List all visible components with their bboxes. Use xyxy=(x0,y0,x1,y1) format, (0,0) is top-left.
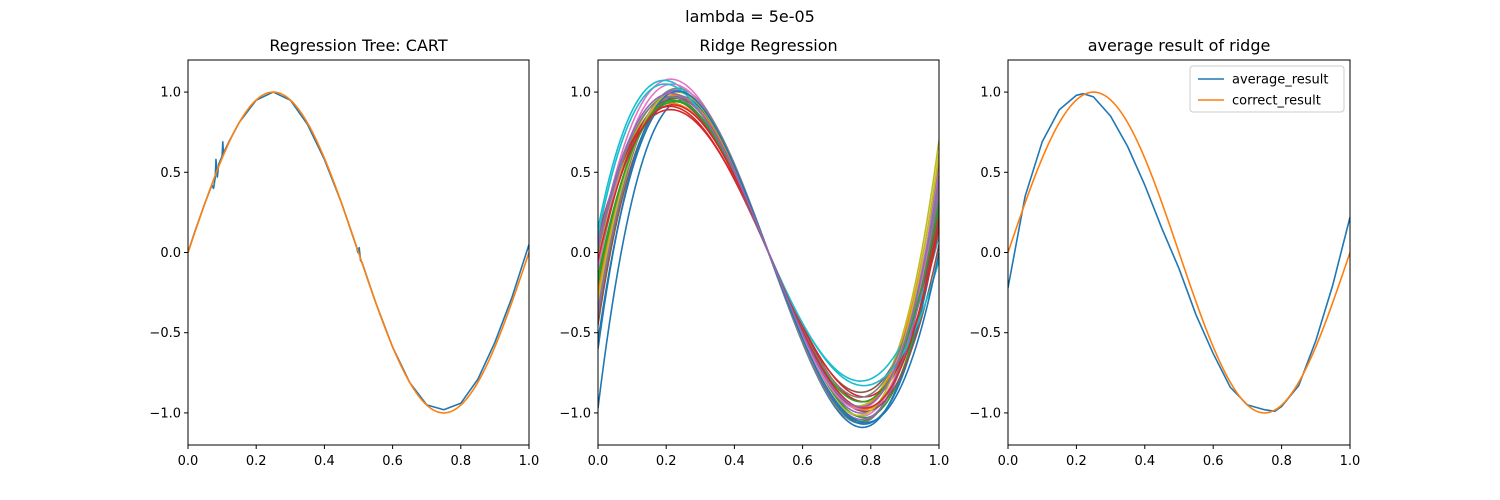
series-line-3 xyxy=(598,108,939,403)
series-line-14 xyxy=(598,89,939,421)
y-tick-label: 1.0 xyxy=(980,86,1001,101)
subplot-title: Regression Tree: CART xyxy=(269,36,447,55)
y-tick-label: 0.0 xyxy=(980,246,1001,261)
legend-label: correct_result xyxy=(1232,94,1321,109)
x-tick-label: 0.8 xyxy=(860,454,881,469)
y-tick-label: 0.5 xyxy=(570,166,591,181)
y-tick-label: 0.0 xyxy=(570,246,591,261)
figure-suptitle: lambda = 5e-05 xyxy=(685,7,815,26)
x-tick-label: 0.2 xyxy=(1066,454,1087,469)
series-line-1 xyxy=(1008,91,1350,414)
y-tick-label: 1.0 xyxy=(570,86,591,101)
x-tick-label: 0.4 xyxy=(314,454,335,469)
y-tick-label: −0.5 xyxy=(559,326,591,341)
x-tick-label: 0.6 xyxy=(382,454,403,469)
x-tick-label: 0.6 xyxy=(1203,454,1224,469)
subplot-regression-tree: Regression Tree: CART 0.0 0.2 0.4 0.6 0.8 1.0 −… xyxy=(149,36,539,469)
y-tick-label: 0.5 xyxy=(160,166,181,181)
x-tick-label: 0.8 xyxy=(1271,454,1292,469)
x-tick-label: 1.0 xyxy=(929,454,950,469)
series-line-16 xyxy=(598,83,939,410)
x-tick-label: 0.4 xyxy=(724,454,745,469)
y-tick-label: 1.0 xyxy=(160,86,181,101)
series-line-12 xyxy=(598,100,939,419)
series-line-1 xyxy=(188,91,529,414)
x-tick-label: 0.4 xyxy=(1134,454,1155,469)
series-line-19 xyxy=(598,83,939,387)
y-tick-label: −1.0 xyxy=(149,406,181,421)
x-tick-label: 1.0 xyxy=(1340,454,1361,469)
x-tick-label: 0.2 xyxy=(246,454,267,469)
subplot-average-result: average result of ridge 0.0 0.2 0.4 0.6 0.8 1.… xyxy=(969,36,1360,469)
subplot-title: average result of ridge xyxy=(1088,36,1271,55)
legend: average_result correct_result xyxy=(1189,65,1345,113)
y-tick-label: −1.0 xyxy=(559,406,591,421)
subplot-title: Ridge Regression xyxy=(699,36,837,55)
x-tick-label: 0.6 xyxy=(792,454,813,469)
y-tick-label: 0.0 xyxy=(160,246,181,261)
series-line-22 xyxy=(598,104,939,409)
y-tick-label: 0.5 xyxy=(980,166,1001,181)
x-tick-label: 0.2 xyxy=(656,454,677,469)
x-tick-label: 0.0 xyxy=(178,454,199,469)
series-line-23 xyxy=(598,92,939,408)
y-tick-label: −0.5 xyxy=(969,326,1001,341)
x-tick-label: 0.0 xyxy=(998,454,1019,469)
y-tick-label: −0.5 xyxy=(149,326,181,341)
x-tick-label: 0.8 xyxy=(450,454,471,469)
x-tick-label: 0.0 xyxy=(588,454,609,469)
x-tick-label: 1.0 xyxy=(519,454,540,469)
subplot-ridge-regression: Ridge Regression 0.0 0.2 0.4 0.6 0.8 1.0 −1.0 −0… xyxy=(559,36,949,469)
legend-label: average_result xyxy=(1232,73,1329,88)
series-line-1 xyxy=(598,102,939,411)
y-tick-label: −1.0 xyxy=(969,406,1001,421)
